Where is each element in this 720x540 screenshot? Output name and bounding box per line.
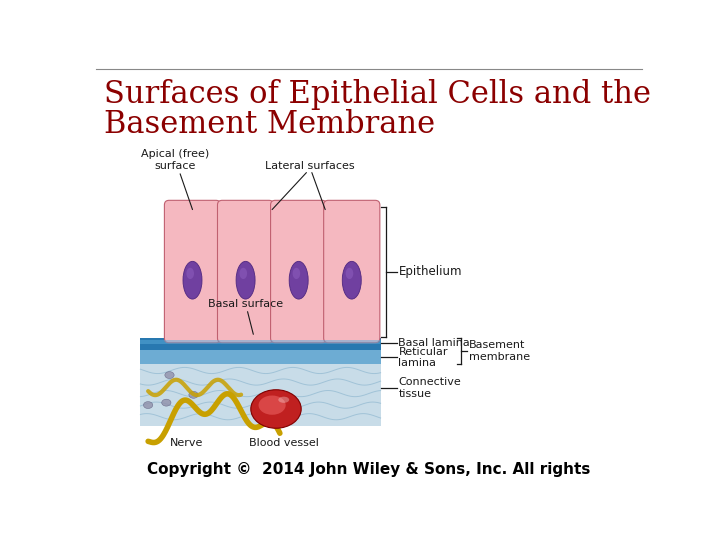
Bar [140,340,381,345]
Text: Basal surface: Basal surface [208,299,283,334]
Bar [140,338,381,350]
Ellipse shape [292,268,300,279]
Ellipse shape [186,268,194,279]
Ellipse shape [236,261,255,299]
Text: Surfaces of Epithelial Cells and the: Surfaces of Epithelial Cells and the [104,79,651,110]
Ellipse shape [346,268,354,279]
Ellipse shape [189,392,198,399]
Ellipse shape [342,261,361,299]
Ellipse shape [183,261,202,299]
FancyBboxPatch shape [324,200,380,343]
FancyBboxPatch shape [164,200,220,343]
Ellipse shape [143,402,153,409]
Ellipse shape [289,261,308,299]
Bar [168,204,380,338]
Bar [140,350,381,365]
Text: Blood vessel: Blood vessel [249,438,319,448]
Ellipse shape [279,397,289,403]
Ellipse shape [258,395,286,415]
Ellipse shape [165,372,174,379]
Text: Connective
tissue: Connective tissue [398,377,462,399]
Bar [140,364,381,426]
Ellipse shape [240,268,247,279]
Text: Lateral surfaces: Lateral surfaces [266,161,355,171]
Ellipse shape [251,390,301,428]
FancyBboxPatch shape [217,200,274,343]
Text: Copyright ©  2014 John Wiley & Sons, Inc. All rights: Copyright © 2014 John Wiley & Sons, Inc.… [148,462,590,477]
Text: Basal lamina: Basal lamina [398,338,470,348]
FancyBboxPatch shape [271,200,327,343]
Text: Apical (free)
surface: Apical (free) surface [141,150,210,210]
Text: Basement Membrane: Basement Membrane [104,110,435,140]
Text: Reticular
lamina: Reticular lamina [398,347,448,368]
Text: Epithelium: Epithelium [398,266,462,279]
Text: Basement
membrane: Basement membrane [469,340,530,362]
Ellipse shape [162,399,171,406]
Text: Nerve: Nerve [170,438,204,448]
